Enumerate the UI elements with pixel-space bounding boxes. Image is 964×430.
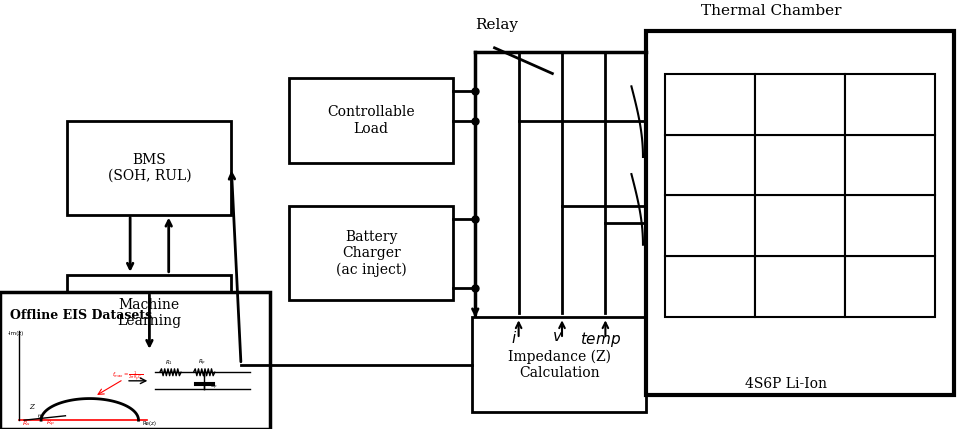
FancyBboxPatch shape bbox=[472, 317, 646, 412]
Bar bbox=[665, 256, 755, 317]
FancyBboxPatch shape bbox=[0, 292, 270, 429]
Text: $temp$: $temp$ bbox=[580, 330, 621, 349]
Bar bbox=[845, 196, 935, 256]
FancyBboxPatch shape bbox=[289, 78, 453, 163]
Text: $R_p$: $R_p$ bbox=[46, 419, 55, 429]
Text: Offline EIS Datasets: Offline EIS Datasets bbox=[10, 309, 151, 322]
Bar bbox=[755, 74, 845, 135]
Text: Machine
Learning: Machine Learning bbox=[118, 298, 181, 328]
Text: Relay: Relay bbox=[475, 18, 518, 32]
Text: Z: Z bbox=[29, 403, 34, 412]
Bar bbox=[845, 135, 935, 196]
Bar bbox=[845, 256, 935, 317]
Text: Thermal Chamber: Thermal Chamber bbox=[701, 4, 842, 18]
FancyBboxPatch shape bbox=[646, 31, 954, 394]
Text: BMS
(SOH, RUL): BMS (SOH, RUL) bbox=[108, 153, 191, 183]
Text: Controllable
Load: Controllable Load bbox=[328, 105, 415, 136]
Text: $v$: $v$ bbox=[551, 330, 563, 344]
Text: $C_p$: $C_p$ bbox=[210, 382, 218, 393]
Text: $R_s$: $R_s$ bbox=[22, 419, 31, 428]
FancyBboxPatch shape bbox=[289, 206, 453, 300]
Bar bbox=[665, 135, 755, 196]
Bar bbox=[845, 74, 935, 135]
Text: $f_{max}=\frac{1}{2\pi R_p C_p}$: $f_{max}=\frac{1}{2\pi R_p C_p}$ bbox=[112, 369, 144, 383]
Bar bbox=[755, 135, 845, 196]
Text: Impedance (Z)
Calculation: Impedance (Z) Calculation bbox=[508, 349, 610, 380]
Text: $R_1$: $R_1$ bbox=[165, 358, 173, 367]
Bar bbox=[665, 74, 755, 135]
Bar bbox=[665, 196, 755, 256]
Bar bbox=[755, 256, 845, 317]
FancyBboxPatch shape bbox=[67, 275, 231, 352]
Text: Re(z): Re(z) bbox=[143, 421, 157, 426]
Bar bbox=[755, 196, 845, 256]
Text: $i$: $i$ bbox=[511, 330, 517, 346]
Text: θ: θ bbox=[38, 414, 40, 419]
FancyBboxPatch shape bbox=[67, 120, 231, 215]
Text: Battery
Charger
(ac inject): Battery Charger (ac inject) bbox=[335, 230, 407, 277]
Text: -Im(z): -Im(z) bbox=[8, 331, 24, 336]
Text: 4S6P Li-Ion: 4S6P Li-Ion bbox=[744, 378, 827, 391]
Text: $R_p$: $R_p$ bbox=[199, 357, 206, 368]
